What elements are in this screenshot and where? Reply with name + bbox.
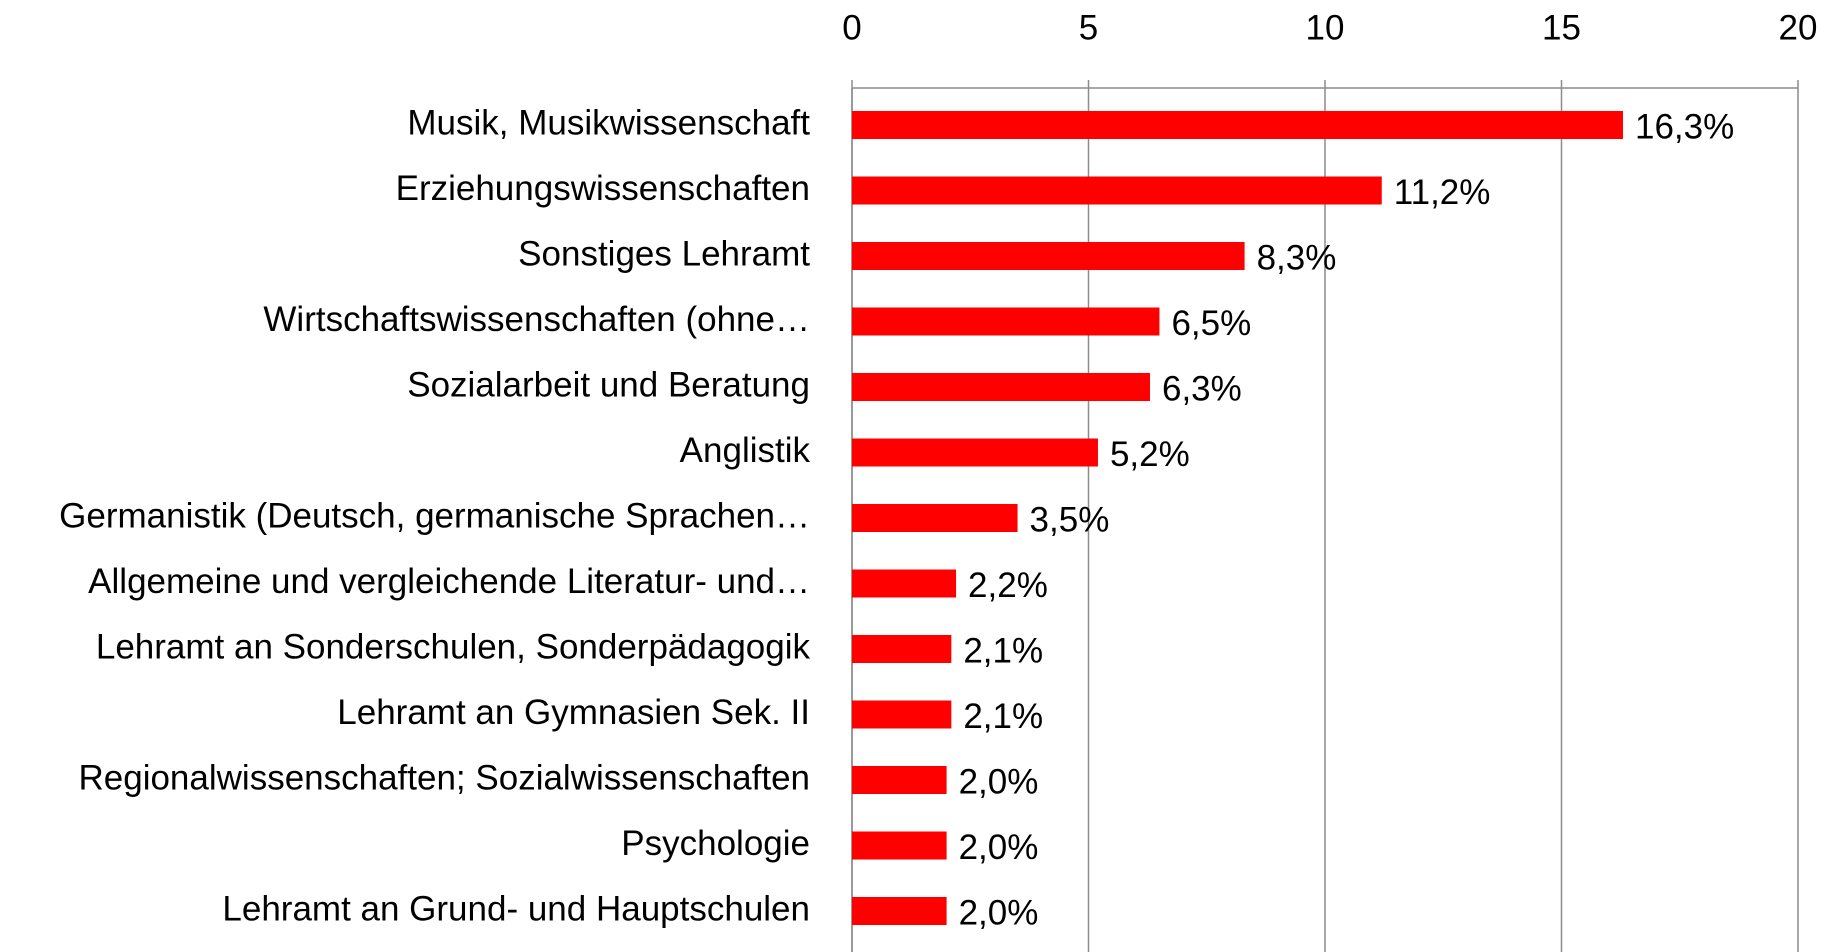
- bar: [852, 438, 1098, 467]
- y-tick-label: Anglistik: [680, 431, 811, 470]
- bar: [852, 373, 1150, 401]
- x-tick-label: 0: [842, 8, 861, 47]
- y-tick-label: Psychologie: [621, 824, 810, 863]
- bar: [852, 242, 1245, 270]
- data-label: 2,0%: [959, 893, 1039, 932]
- bar: [852, 766, 947, 794]
- x-tick-label: 5: [1079, 8, 1098, 47]
- y-tick-label: Musik, Musikwissenschaft: [407, 103, 810, 142]
- bar: [852, 111, 1623, 139]
- data-label: 2,1%: [963, 631, 1043, 670]
- x-tick-label: 10: [1306, 8, 1345, 47]
- data-label: 2,0%: [959, 828, 1039, 867]
- bar: [852, 504, 1018, 532]
- bar: [852, 307, 1160, 336]
- bar: [852, 831, 947, 860]
- bar: [852, 700, 952, 729]
- data-label: 11,2%: [1394, 173, 1491, 212]
- data-label: 16,3%: [1635, 107, 1734, 146]
- y-tick-label: Lehramt an Gymnasien Sek. II: [337, 693, 810, 732]
- x-tick-label: 15: [1542, 8, 1581, 47]
- y-tick-label: Lehramt an Grund- und Hauptschulen: [222, 889, 810, 928]
- data-label: 2,2%: [968, 566, 1048, 605]
- bar: [852, 897, 947, 925]
- bar: [852, 635, 952, 663]
- y-tick-label: Wirtschaftswissenschaften (ohne…: [263, 300, 810, 339]
- y-tick-label: Lehramt an Sonderschulen, Sonderpädagogi…: [96, 627, 811, 666]
- y-tick-label: Germanistik (Deutsch, germanische Sprach…: [59, 496, 810, 535]
- y-tick-label: Erziehungswissenschaften: [396, 169, 810, 208]
- y-tick-label: Sozialarbeit und Beratung: [407, 365, 810, 404]
- data-label: 6,3%: [1162, 369, 1242, 408]
- data-label: 5,2%: [1110, 435, 1190, 474]
- data-label: 2,0%: [959, 762, 1039, 801]
- y-tick-label: Sonstiges Lehramt: [518, 234, 810, 273]
- data-label: 6,5%: [1171, 304, 1251, 343]
- data-label: 2,1%: [963, 697, 1043, 736]
- data-label: 3,5%: [1030, 500, 1110, 539]
- x-tick-label: 20: [1779, 8, 1818, 47]
- bar: [852, 569, 957, 598]
- y-tick-label: Allgemeine und vergleichende Literatur- …: [88, 562, 810, 601]
- bar: [852, 176, 1382, 205]
- y-tick-label: Regionalwissenschaften; Sozialwissenscha…: [78, 758, 810, 797]
- data-label: 8,3%: [1257, 238, 1337, 277]
